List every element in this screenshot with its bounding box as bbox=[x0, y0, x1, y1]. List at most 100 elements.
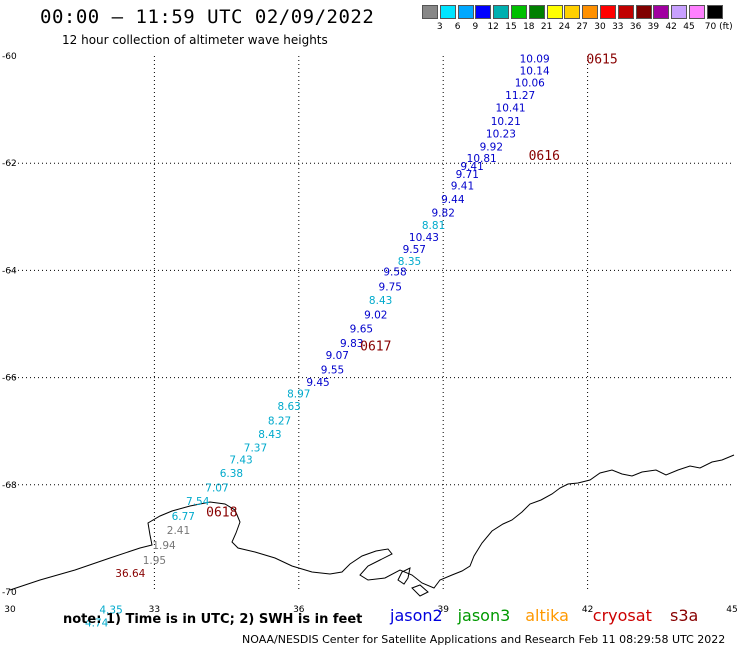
swh-value: 8.43 bbox=[258, 429, 281, 441]
swh-value: 1.95 bbox=[143, 555, 166, 567]
swh-value: 10.06 bbox=[515, 77, 545, 89]
swh-value: 9.92 bbox=[480, 142, 503, 154]
scale-swatch bbox=[653, 5, 670, 19]
scale-label: 21 bbox=[540, 22, 553, 32]
scale-swatch bbox=[439, 5, 456, 19]
scale-swatch bbox=[617, 5, 634, 19]
coastline bbox=[9, 454, 735, 597]
swh-value: 9.71 bbox=[456, 169, 479, 181]
note-text: note: 1) Time is in UTC; 2) SWH is in fe… bbox=[63, 612, 363, 627]
scale-label: 27 bbox=[576, 22, 588, 32]
swh-value: 7.43 bbox=[229, 455, 252, 467]
swh-value: 8.97 bbox=[287, 389, 310, 401]
swh-value: 7.37 bbox=[244, 442, 267, 454]
swh-value: 10.81 bbox=[467, 153, 497, 165]
map-subtitle: 12 hour collection of altimeter wave hei… bbox=[62, 33, 328, 47]
legend-jason3: jason3 bbox=[457, 606, 511, 625]
scale-label: 36 bbox=[629, 22, 642, 32]
footer-credit: NOAA/NESDIS Center for Satellite Applica… bbox=[242, 633, 726, 646]
swh-value: 9.82 bbox=[432, 208, 455, 220]
ice-shelf-detail bbox=[397, 567, 429, 597]
lon-tick-label: 42 bbox=[582, 605, 593, 615]
swh-value: 10.43 bbox=[409, 232, 439, 244]
swh-value: 4.35 bbox=[99, 605, 122, 617]
legend-s3a: s3a bbox=[670, 606, 699, 625]
lon-tick-label: 36 bbox=[293, 605, 305, 615]
swh-value: 10.41 bbox=[496, 102, 526, 114]
pass-time-label: 0615 bbox=[586, 53, 617, 68]
scale-swatch bbox=[546, 5, 563, 19]
swh-value: 9.55 bbox=[321, 365, 344, 377]
scale-swatch bbox=[493, 5, 510, 19]
scale-label: 33 bbox=[612, 22, 624, 32]
swh-value: 10.23 bbox=[486, 129, 516, 141]
swh-value: 9.07 bbox=[326, 350, 349, 362]
scale-label: 18 bbox=[523, 22, 535, 32]
scale-label: 3 bbox=[436, 22, 443, 32]
swh-measurements: 10.0910.1410.0611.2710.4110.2110.239.921… bbox=[85, 54, 550, 630]
legend-cryosat: cryosat bbox=[592, 606, 652, 625]
swh-value: 9.65 bbox=[350, 323, 373, 335]
scale-label: 9 bbox=[472, 22, 479, 32]
pass-time-label: 0616 bbox=[529, 149, 560, 164]
swh-value: 7.54 bbox=[186, 496, 210, 508]
swh-value: 9.57 bbox=[403, 244, 426, 256]
lon-tick-label: 30 bbox=[4, 605, 16, 615]
swh-value: 11.27 bbox=[505, 90, 535, 102]
scale-swatch bbox=[600, 5, 616, 19]
lon-tick-label: 45 bbox=[726, 605, 737, 615]
scale-label: 30 bbox=[594, 22, 606, 32]
scale-label: 70 (ft) bbox=[704, 22, 733, 32]
scale-swatch bbox=[635, 5, 652, 19]
swh-value: 6.77 bbox=[172, 511, 195, 523]
scale-label: 39 bbox=[647, 22, 660, 32]
lon-tick-label: 33 bbox=[149, 605, 160, 615]
lat-tick-label: -66 bbox=[2, 374, 17, 384]
lat-tick-label: -70 bbox=[2, 588, 17, 598]
scale-swatch bbox=[706, 5, 723, 19]
antarctic-coastline bbox=[9, 454, 735, 591]
legend-altika: altika bbox=[525, 606, 569, 625]
scale-swatch bbox=[689, 5, 705, 19]
lon-tick-label: 39 bbox=[437, 605, 449, 615]
scale-swatch bbox=[422, 5, 438, 19]
lat-tick-label: -64 bbox=[2, 266, 17, 276]
scale-swatch bbox=[511, 5, 527, 19]
swh-value: 1.94 bbox=[152, 540, 176, 552]
swh-value: 8.63 bbox=[277, 401, 300, 413]
scale-label: 12 bbox=[487, 22, 499, 32]
graticule bbox=[10, 56, 732, 592]
swh-value: 6.38 bbox=[220, 468, 243, 480]
swh-value: 9.44 bbox=[441, 194, 465, 206]
lat-tick-label: -68 bbox=[2, 481, 17, 491]
lat-tick-label: -62 bbox=[2, 159, 17, 169]
axis-labels: 30 33 36 39 42 45 -60 -62 -64 -66 -68 -70 bbox=[2, 52, 738, 615]
scale-swatch bbox=[671, 5, 688, 19]
swh-value: 10.14 bbox=[520, 65, 550, 77]
time-labels: 0615 0616 0617 0618 bbox=[206, 53, 618, 521]
scale-swatch bbox=[582, 5, 599, 19]
scale-label: 6 bbox=[454, 22, 461, 32]
swh-value: 8.81 bbox=[422, 220, 445, 232]
swh-value: 7.07 bbox=[205, 482, 228, 494]
swh-value: 8.27 bbox=[268, 415, 291, 427]
scale-swatch bbox=[457, 5, 474, 19]
scale-swatch bbox=[475, 5, 492, 19]
scale-label: 15 bbox=[505, 22, 517, 32]
pass-time-label: 0618 bbox=[206, 506, 237, 521]
swh-value: 8.43 bbox=[369, 295, 392, 307]
swh-value: 9.45 bbox=[306, 377, 329, 389]
scale-label: 45 bbox=[683, 22, 695, 32]
map-title: 00:00 – 11:59 UTC 02/09/2022 bbox=[40, 6, 375, 28]
swh-value: 36.64 bbox=[115, 568, 145, 580]
swh-value: 9.41 bbox=[460, 161, 483, 173]
swh-value: 9.58 bbox=[383, 266, 406, 278]
swh-value: 8.35 bbox=[398, 256, 421, 268]
swh-value: 9.83 bbox=[340, 338, 363, 350]
swh-value: 4.74 bbox=[85, 618, 109, 630]
legend-jason2: jason2 bbox=[390, 606, 443, 625]
swh-value: 9.02 bbox=[364, 309, 387, 321]
scale-label: 42 bbox=[665, 22, 677, 32]
